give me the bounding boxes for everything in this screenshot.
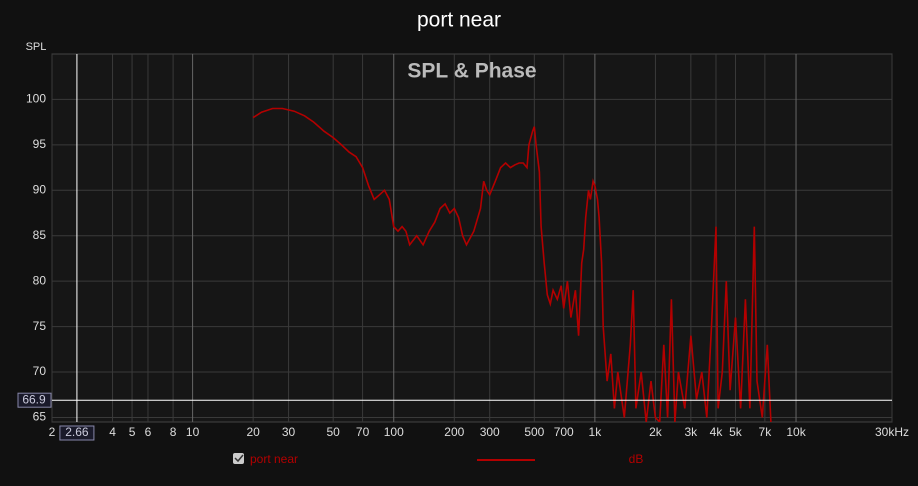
x-tick-label: 5k [729,425,743,439]
x-tick-label: 6 [145,425,152,439]
y-tick-label: 95 [33,137,47,151]
plot-layer [252,107,772,422]
x-tick-label: 30 [282,425,296,439]
x-tick-label: 2k [649,425,663,439]
cursor-y-box [17,392,52,408]
cursor-x-label: 2.66 [65,425,89,439]
x-tick-label: 30kHz [875,425,909,439]
x-tick-label: 70 [356,425,370,439]
plot-subtitle: SPL & Phase [407,60,536,83]
overlay: 65 70 75 80 85 90 95 100 2 4 5 6 8 10 20 30 50 70 100 200 30… [17,54,909,441]
x-tick-label: 4k [710,425,724,439]
y-tick-label: 90 [33,182,47,196]
chart-title: port near [417,9,501,32]
cursor-y-label: 66.9 [22,392,46,406]
x-tick-label: 10k [786,425,806,439]
y-tick-label: 65 [33,410,47,424]
x-tick-label: 7k [759,425,773,439]
legend-label[interactable]: port near [250,452,298,466]
x-tick-label: 700 [554,425,574,439]
cursor-x-box [59,425,95,441]
series-line [252,107,772,422]
x-tick-label: 1k [589,425,603,439]
plot-area [51,53,893,423]
legend-unit: dB [629,452,644,466]
x-tick-label: 10 [186,425,200,439]
x-tick-label: 4 [109,425,116,439]
x-tick-label: 100 [384,425,404,439]
x-tick-label: 200 [444,425,464,439]
y-tick-label: 85 [33,228,47,242]
y-tick-label: 70 [33,364,47,378]
x-tick-label: 50 [327,425,341,439]
checkmark [234,454,244,463]
x-tick-label: 5 [129,425,136,439]
x-tick-label: 2 [49,425,56,439]
x-tick-label: 3k [685,425,699,439]
y-tick-label: 100 [26,92,46,106]
x-tick-label: 8 [170,425,177,439]
x-tick-label: 300 [480,425,500,439]
y-axis-label: SPL [26,41,47,53]
x-tick-label: 500 [524,425,544,439]
x-tick-label: 20 [246,425,260,439]
y-tick-label: 75 [33,319,47,333]
legend-checkbox[interactable] [233,453,244,464]
y-tick-label: 80 [33,273,47,287]
